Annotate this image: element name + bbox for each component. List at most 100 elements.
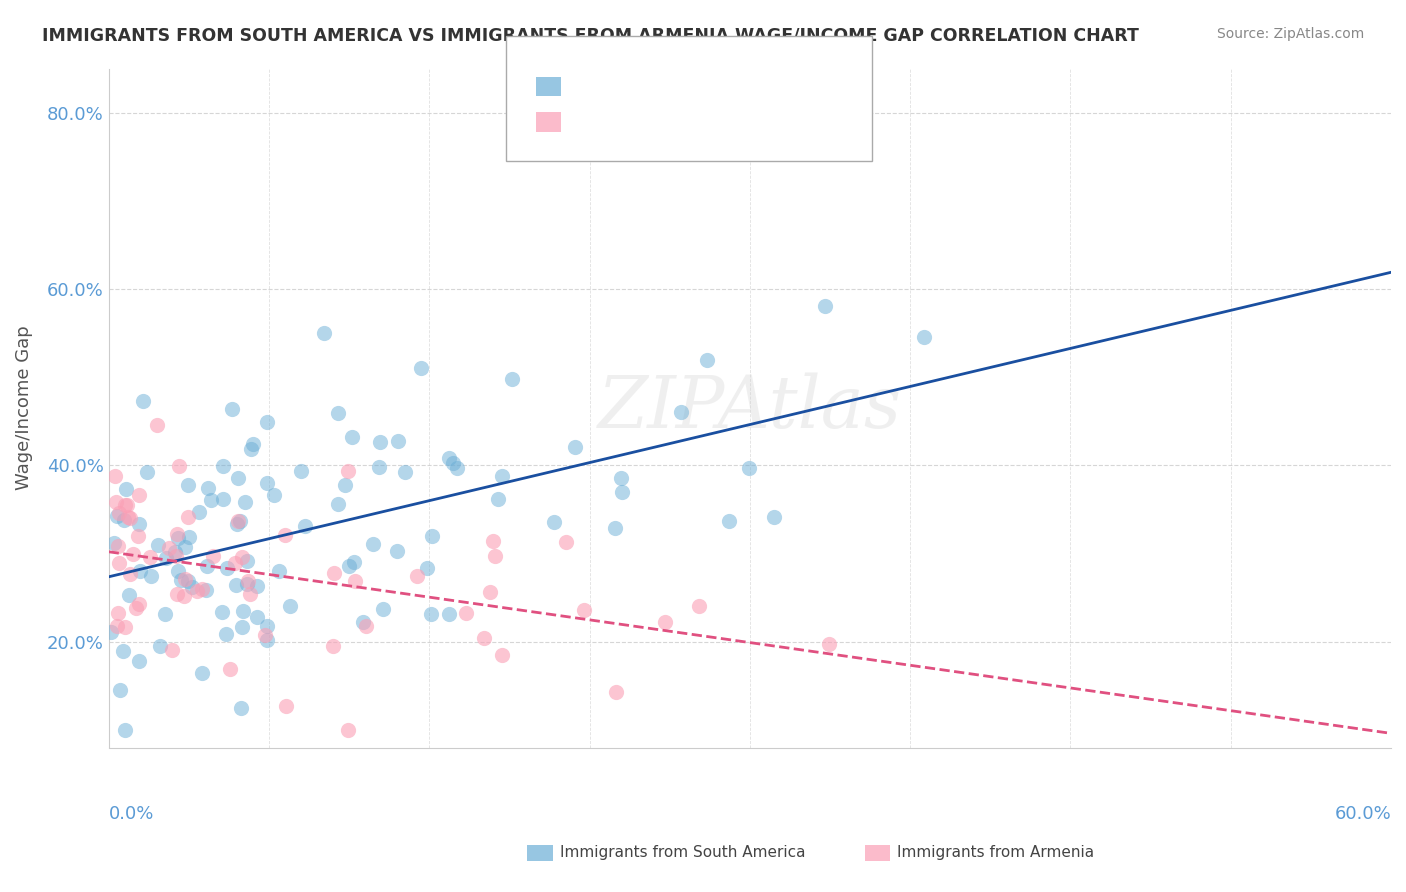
Point <box>100 625 122 640</box>
Point <box>437 450 460 465</box>
Point <box>128 488 150 502</box>
Point <box>478 585 501 599</box>
Point <box>187 505 209 519</box>
Point <box>323 566 346 580</box>
Y-axis label: Wage/Income Gap: Wage/Income Gap <box>15 326 32 491</box>
Text: 0.0%: 0.0% <box>108 805 155 822</box>
Point <box>229 700 252 714</box>
Point <box>177 509 200 524</box>
Point <box>322 639 344 653</box>
Point <box>411 361 433 376</box>
Point <box>456 606 478 620</box>
Point <box>717 514 740 528</box>
Point <box>688 599 710 613</box>
Point <box>120 566 142 581</box>
Point <box>155 551 177 566</box>
Point <box>226 516 249 531</box>
Point <box>343 555 366 569</box>
Point <box>114 723 136 737</box>
Point <box>115 498 138 512</box>
Point <box>246 579 269 593</box>
Point <box>337 464 360 478</box>
Text: IMMIGRANTS FROM SOUTH AMERICA VS IMMIGRANTS FROM ARMENIA WAGE/INCOME GAP CORRELA: IMMIGRANTS FROM SOUTH AMERICA VS IMMIGRA… <box>42 27 1139 45</box>
Point <box>328 497 350 511</box>
Point <box>117 510 139 524</box>
Text: R = -0.101  N = 60: R = -0.101 N = 60 <box>569 112 740 129</box>
Point <box>276 699 298 714</box>
Point <box>217 561 239 575</box>
Point <box>174 572 197 586</box>
Point <box>603 521 626 535</box>
Point <box>165 545 187 559</box>
Point <box>256 476 278 491</box>
Point <box>441 456 464 470</box>
Point <box>256 618 278 632</box>
Point <box>406 568 429 582</box>
Point <box>290 464 312 478</box>
Point <box>352 615 374 629</box>
Point <box>231 550 253 565</box>
Point <box>176 478 198 492</box>
Point <box>340 429 363 443</box>
Point <box>166 531 188 545</box>
Point <box>112 513 135 527</box>
Point <box>211 605 233 619</box>
Point <box>139 549 162 564</box>
Point <box>239 587 262 601</box>
Point <box>226 514 249 528</box>
Point <box>108 556 131 570</box>
Point <box>160 643 183 657</box>
Point <box>818 637 841 651</box>
Point <box>105 619 128 633</box>
Point <box>104 468 127 483</box>
Point <box>343 574 366 588</box>
Point <box>202 549 225 563</box>
Point <box>118 588 141 602</box>
Point <box>236 574 259 589</box>
Point <box>236 577 259 591</box>
Point <box>125 600 148 615</box>
Point <box>543 515 565 529</box>
Point <box>367 460 389 475</box>
Point <box>176 574 198 588</box>
Point <box>669 405 692 419</box>
Point <box>103 536 125 550</box>
Point <box>107 607 129 621</box>
Point <box>219 662 242 676</box>
Point <box>274 528 297 542</box>
Point <box>170 573 193 587</box>
Point <box>200 492 222 507</box>
Point <box>337 723 360 737</box>
Point <box>278 599 301 614</box>
Point <box>256 415 278 429</box>
Point <box>114 482 136 496</box>
Point <box>416 561 439 575</box>
Point <box>263 488 285 502</box>
Point <box>294 518 316 533</box>
Point <box>195 582 218 597</box>
Point <box>554 535 576 549</box>
Point <box>762 510 785 524</box>
Point <box>229 515 252 529</box>
Point <box>173 589 195 603</box>
Point <box>128 516 150 531</box>
Point <box>437 607 460 622</box>
Text: Source: ZipAtlas.com: Source: ZipAtlas.com <box>1216 27 1364 41</box>
Point <box>612 484 634 499</box>
Point <box>361 537 384 551</box>
Text: ZIPAtlas: ZIPAtlas <box>598 373 901 443</box>
Point <box>221 401 243 416</box>
Point <box>654 615 676 629</box>
Point <box>605 685 627 699</box>
Point <box>107 539 129 553</box>
Point <box>312 326 335 340</box>
Point <box>474 631 496 645</box>
Text: Immigrants from South America: Immigrants from South America <box>560 846 806 860</box>
Point <box>814 298 837 312</box>
Point <box>486 491 509 506</box>
Point <box>564 440 586 454</box>
Point <box>212 459 235 474</box>
Point <box>912 330 935 344</box>
Point <box>337 558 360 573</box>
Point <box>186 583 208 598</box>
